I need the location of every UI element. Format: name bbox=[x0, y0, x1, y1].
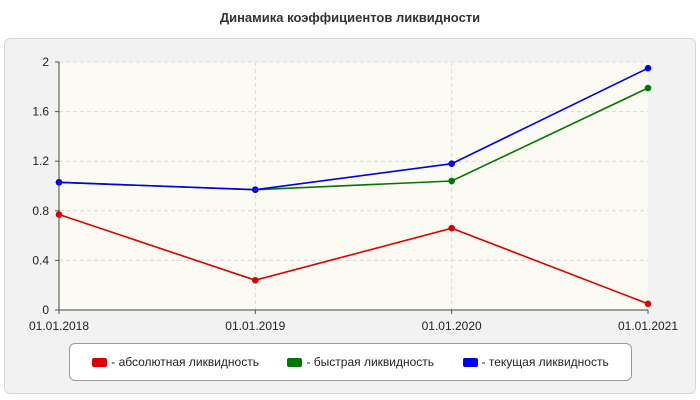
x-tick-label: 01.01.2019 bbox=[225, 319, 285, 333]
series-point-2 bbox=[252, 186, 259, 194]
series-line-2 bbox=[58, 67, 649, 191]
chart-title: Динамика коэффициентов ликвидности bbox=[219, 10, 481, 25]
y-tick-label: 0 bbox=[42, 303, 49, 317]
series-line-0 bbox=[58, 213, 649, 305]
y-tick-label: 0.4 bbox=[32, 253, 49, 267]
series-point-0 bbox=[55, 211, 63, 218]
legend-swatch-current bbox=[462, 357, 478, 367]
y-tick-label: 1.6 bbox=[32, 105, 49, 119]
series-point-0 bbox=[448, 224, 455, 232]
series-point-2 bbox=[644, 64, 652, 72]
x-tick-label: 01.01.2020 bbox=[422, 319, 482, 333]
chart-legend: - абсолютная ликвидность - быстрая ликви… bbox=[69, 343, 632, 381]
y-tick-label: 2 bbox=[42, 55, 49, 69]
y-tick-label: 0.8 bbox=[32, 204, 49, 218]
x-tick-label: 01.01.2021 bbox=[618, 319, 678, 333]
legend-item-absolute[interactable]: - абсолютная ликвидность bbox=[92, 355, 259, 369]
series-point-0 bbox=[252, 276, 259, 284]
series-point-0 bbox=[644, 300, 652, 308]
series-point-2 bbox=[55, 178, 63, 186]
series-point-1 bbox=[448, 177, 455, 185]
legend-swatch-quick bbox=[287, 357, 303, 367]
series-point-1 bbox=[644, 84, 652, 92]
legend-label-quick: - быстрая ликвидность bbox=[306, 355, 435, 369]
legend-item-current[interactable]: - текущая ликвидность bbox=[462, 355, 609, 369]
legend-swatch-absolute bbox=[92, 357, 108, 367]
legend-label-absolute: - абсолютная ликвидность bbox=[111, 355, 259, 369]
legend-label-current: - текущая ликвидность bbox=[481, 355, 609, 369]
series-point-2 bbox=[448, 160, 455, 167]
x-tick-label: 01.01.2018 bbox=[29, 319, 89, 333]
legend-item-quick[interactable]: - быстрая ликвидность bbox=[287, 355, 434, 369]
y-tick-label: 1.2 bbox=[32, 154, 49, 168]
